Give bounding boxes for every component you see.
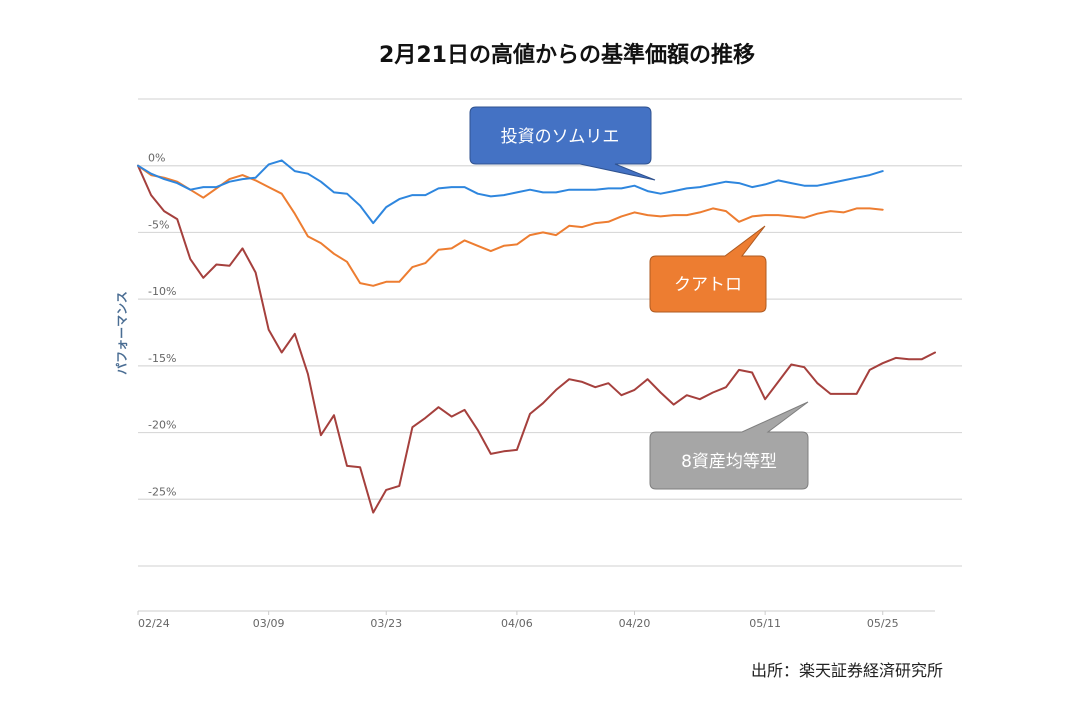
callout-eight-asset-label: 8資産均等型	[681, 452, 777, 472]
y-tick-label: -25%	[148, 485, 176, 498]
x-tick-label: 03/09	[253, 617, 285, 630]
callout-quattro-label: クアトロ	[674, 275, 742, 295]
callout-quattro: クアトロ	[649, 225, 767, 313]
x-tick-labels: 02/24 03/09 03/23 04/06 04/20 05/11 05/25	[137, 611, 899, 630]
chart-title: 2月21日の高値からの基準価額の推移	[379, 42, 755, 68]
callout-sommelier-label: 投資のソムリエ	[501, 127, 620, 147]
callout-eight-asset-bubble	[649, 401, 809, 490]
y-tick-labels: 0% -5% -10% -15% -20% -25%	[148, 152, 176, 499]
x-tick-label: 04/06	[501, 617, 533, 630]
callout-sommelier-bubble	[469, 106, 656, 181]
callout-sommelier: 投資のソムリエ	[469, 106, 656, 181]
series-line	[137, 164, 884, 287]
series-line	[137, 164, 936, 514]
y-tick-label: 0%	[148, 152, 165, 165]
series-lines	[137, 159, 936, 514]
y-tick-label: -10%	[148, 285, 176, 298]
x-tick-label: 02/24	[138, 617, 170, 630]
x-tick-label: 05/11	[749, 617, 781, 630]
x-tick-label: 05/25	[867, 617, 899, 630]
callout-quattro-bubble	[649, 225, 767, 313]
series-line	[137, 159, 884, 225]
y-axis-label: パフォーマンス	[115, 291, 129, 375]
callout-eight-asset: 8資産均等型	[649, 401, 809, 490]
y-tick-label: -5%	[148, 218, 169, 231]
y-tick-label: -20%	[148, 419, 176, 432]
source-note: 出所：楽天証券経済研究所	[751, 661, 943, 680]
gridlines	[138, 98, 962, 612]
x-tick-label: 03/23	[370, 617, 402, 630]
y-tick-label: -15%	[148, 352, 176, 365]
x-tick-label: 04/20	[619, 617, 651, 630]
